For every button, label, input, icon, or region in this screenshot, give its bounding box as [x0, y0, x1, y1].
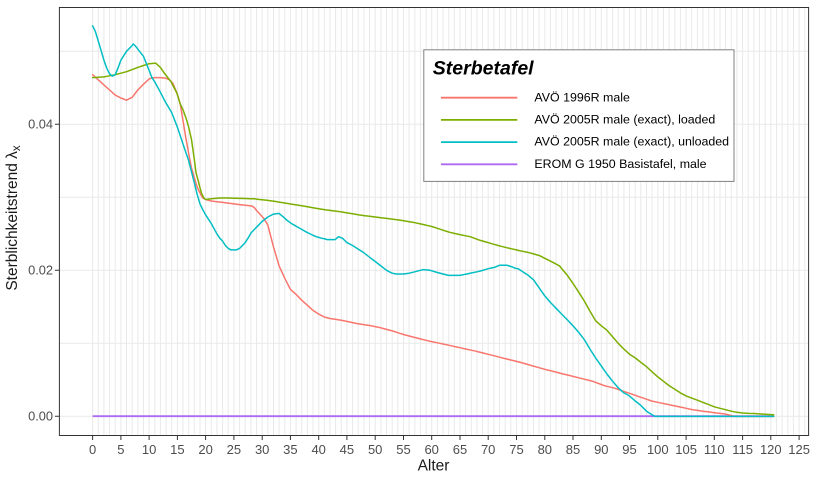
svg-text:15: 15 — [170, 442, 184, 457]
svg-text:80: 80 — [538, 442, 552, 457]
svg-text:0: 0 — [89, 442, 96, 457]
svg-text:70: 70 — [481, 442, 495, 457]
svg-text:Sterbetafel: Sterbetafel — [433, 58, 534, 80]
svg-text:20: 20 — [198, 442, 212, 457]
svg-text:110: 110 — [704, 442, 725, 457]
svg-text:AVÖ 2005R male (exact), unload: AVÖ 2005R male (exact), unloaded — [534, 135, 729, 149]
svg-text:120: 120 — [760, 442, 782, 457]
svg-text:125: 125 — [788, 442, 810, 457]
svg-text:5: 5 — [117, 442, 124, 457]
svg-text:90: 90 — [594, 442, 608, 457]
svg-text:Alter: Alter — [418, 458, 450, 475]
svg-text:AVÖ 2005R male (exact), loaded: AVÖ 2005R male (exact), loaded — [534, 113, 715, 127]
svg-text:25: 25 — [227, 442, 241, 457]
svg-text:55: 55 — [396, 442, 410, 457]
svg-text:50: 50 — [368, 442, 382, 457]
svg-text:85: 85 — [566, 442, 580, 457]
svg-text:0.02: 0.02 — [28, 263, 53, 278]
svg-text:0.04: 0.04 — [28, 117, 53, 132]
svg-text:95: 95 — [622, 442, 636, 457]
svg-text:100: 100 — [647, 442, 669, 457]
svg-text:35: 35 — [283, 442, 297, 457]
svg-text:115: 115 — [732, 442, 753, 457]
svg-text:105: 105 — [675, 442, 697, 457]
svg-text:40: 40 — [311, 442, 325, 457]
svg-text:65: 65 — [453, 442, 467, 457]
svg-text:60: 60 — [424, 442, 438, 457]
svg-text:AVÖ 1996R male: AVÖ 1996R male — [534, 90, 630, 104]
svg-text:45: 45 — [340, 442, 354, 457]
svg-text:75: 75 — [509, 442, 523, 457]
svg-text:Sterblichkeitstrend λx: Sterblichkeitstrend λx — [4, 145, 23, 291]
svg-text:EROM G 1950 Basistafel, male: EROM G 1950 Basistafel, male — [534, 157, 706, 171]
svg-text:10: 10 — [142, 442, 156, 457]
svg-text:30: 30 — [255, 442, 269, 457]
svg-text:0.00: 0.00 — [28, 409, 53, 424]
